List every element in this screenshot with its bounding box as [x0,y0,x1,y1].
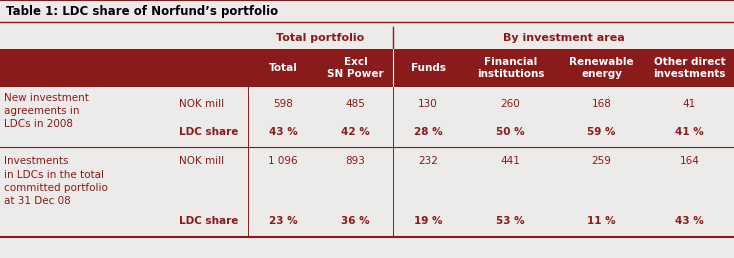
Bar [0,0,734,22]
Text: 441: 441 [501,156,520,165]
Text: Financial
institutions: Financial institutions [477,57,544,79]
Text: By investment area: By investment area [503,33,625,43]
Text: 1 096: 1 096 [268,156,298,165]
Text: 164: 164 [680,156,700,165]
Text: 23 %: 23 % [269,216,297,226]
Text: 168: 168 [592,99,611,109]
Text: 19 %: 19 % [414,216,443,226]
Bar [0,87,734,147]
Text: Investments
in LDCs in the total
committed portfolio
at 31 Dec 08: Investments in LDCs in the total committ… [4,156,108,206]
Text: 43 %: 43 % [675,216,704,226]
Text: LDC share: LDC share [179,216,239,226]
Text: 59 %: 59 % [587,127,616,137]
Text: Funds: Funds [410,63,446,73]
Text: NOK mill: NOK mill [179,156,224,165]
Text: LDC share: LDC share [179,127,239,137]
Text: 41: 41 [683,99,696,109]
Text: 43 %: 43 % [269,127,297,137]
Text: 41 %: 41 % [675,127,704,137]
Text: Total: Total [269,63,297,73]
Text: 11 %: 11 % [587,216,616,226]
Text: 259: 259 [592,156,611,165]
Text: Table 1: LDC share of Norfund’s portfolio: Table 1: LDC share of Norfund’s portfoli… [6,4,278,18]
Text: 50 %: 50 % [496,127,525,137]
Text: NOK mill: NOK mill [179,99,224,109]
Text: Other direct
investments: Other direct investments [653,57,726,79]
Text: 42 %: 42 % [341,127,370,137]
Bar [0,22,734,27]
Text: Total portfolio: Total portfolio [277,33,365,43]
Bar [0,147,734,237]
Text: Renewable
energy: Renewable energy [569,57,634,79]
Text: 53 %: 53 % [496,216,525,226]
Text: New investment
agreements in
LDCs in 2008: New investment agreements in LDCs in 200… [4,93,89,129]
Text: 598: 598 [273,99,293,109]
Text: 36 %: 36 % [341,216,370,226]
Text: 485: 485 [346,99,366,109]
Text: 260: 260 [501,99,520,109]
Text: 232: 232 [418,156,438,165]
Text: 130: 130 [418,99,438,109]
Text: 28 %: 28 % [414,127,443,137]
Bar [0,27,734,49]
Bar [0,49,734,87]
Text: Excl
SN Power: Excl SN Power [327,57,384,79]
Text: 893: 893 [346,156,366,165]
